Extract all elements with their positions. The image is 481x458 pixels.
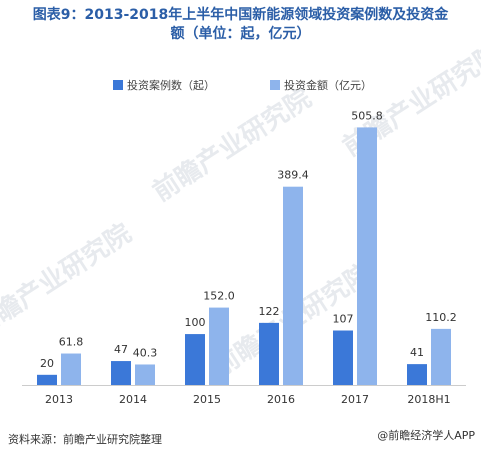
x-tick-label-2017: 2017 [341, 393, 369, 406]
bar-series1-2016 [259, 322, 279, 385]
bar-series2-2015 [209, 307, 229, 385]
x-tick-label-2014: 2014 [119, 393, 147, 406]
bar-series2-2017 [357, 127, 377, 386]
chart-title-line1: 图表9：2013-2018年上半年中国新能源领域投资案例数及投资金 [32, 7, 449, 23]
chart-title: 图表9：2013-2018年上半年中国新能源领域投资案例数及投资金 额（单位：起… [0, 6, 481, 44]
data-label-series1-2014: 47 [114, 343, 128, 356]
data-label-series2-2014: 40.3 [133, 346, 158, 359]
x-tick-label-2018H1: 2018H1 [407, 393, 450, 406]
data-label-series2-2017: 505.8 [351, 109, 383, 122]
bar-series1-2013 [37, 374, 57, 385]
x-tick-label-2013: 2013 [45, 393, 73, 406]
legend-label-series2: 投资金额（亿元） [284, 79, 372, 92]
data-label-series2-2015: 152.0 [203, 290, 235, 303]
data-label-series1-2018H1: 41 [410, 346, 424, 359]
legend-label-series1: 投资案例数（起） [127, 79, 215, 92]
data-label-series2-2016: 389.4 [277, 169, 309, 182]
data-label-series1-2016: 122 [259, 305, 280, 318]
chart-title-line2: 额（单位：起，亿元） [170, 26, 311, 42]
chart-legend: 投资案例数（起） 投资金额（亿元） [0, 77, 481, 93]
data-label-series1-2017: 107 [333, 313, 354, 326]
bar-series2-2013 [61, 353, 81, 385]
legend-swatch-series1 [113, 80, 123, 90]
legend-swatch-series2 [270, 80, 280, 90]
x-tick-label-2015: 2015 [193, 393, 221, 406]
data-label-series1-2015: 100 [185, 316, 206, 329]
data-label-series1-2013: 20 [40, 357, 54, 370]
bar-series1-2014 [111, 361, 131, 385]
bar-series2-2016 [283, 186, 303, 385]
legend-item-series2: 投资金额（亿元） [270, 77, 372, 93]
bar-series2-2014 [135, 364, 155, 385]
data-label-series2-2013: 61.8 [59, 336, 84, 349]
data-label-series2-2018H1: 110.2 [425, 311, 457, 324]
bar-series1-2018H1 [407, 364, 427, 385]
app-badge-label: @前瞻经济学人APP [377, 429, 475, 442]
source-note: 资料来源：前瞻产业研究院整理 [8, 433, 162, 446]
bar-series1-2015 [185, 334, 205, 385]
x-tick-label-2016: 2016 [267, 393, 295, 406]
bar-series1-2017 [333, 330, 353, 385]
legend-item-series1: 投资案例数（起） [113, 77, 215, 93]
bar-series2-2018H1 [431, 328, 451, 385]
app-badge: @前瞻经济学人APP [371, 427, 475, 443]
